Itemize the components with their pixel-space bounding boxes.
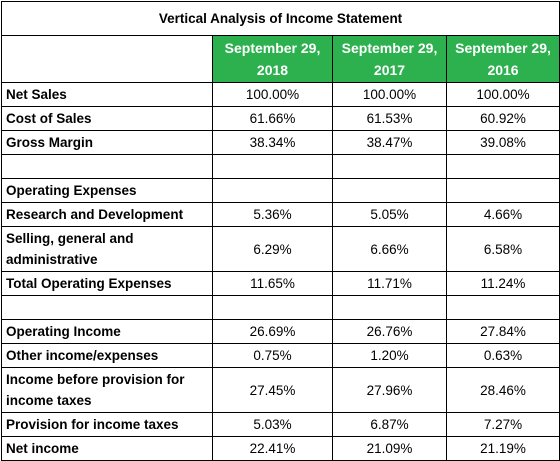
column-header: September 29, 2016: [445, 35, 560, 83]
data-row: Research and Development 5.36% 5.05% 4.66%: [1, 202, 560, 227]
value-cell: 5.05%: [332, 202, 447, 227]
value-cell: 61.66%: [212, 106, 333, 131]
value-cell: 0.75%: [212, 343, 333, 368]
value-cell: 100.00%: [212, 82, 333, 107]
value-cell: 5.36%: [212, 202, 333, 227]
empty-cell: [445, 154, 560, 179]
value-cell: 39.08%: [445, 130, 560, 155]
value-cell: 6.29%: [212, 226, 333, 272]
table-title: Vertical Analysis of Income Statement: [0, 1, 560, 36]
title-row: Vertical Analysis of Income Statement: [0, 1, 560, 36]
value-cell: 61.53%: [332, 106, 447, 131]
row-label: Net income: [1, 436, 213, 461]
value-cell: 4.66%: [445, 202, 560, 227]
row-label: Research and Development: [1, 202, 213, 227]
value-cell: 100.00%: [445, 82, 560, 107]
column-header: September 29, 2018: [212, 35, 333, 83]
row-label: Operating Income: [1, 319, 213, 344]
value-cell: 28.46%: [445, 367, 560, 413]
empty-cell: [212, 295, 333, 320]
data-row: Total Operating Expenses 11.65% 11.71% 11.2…: [1, 271, 560, 296]
row-label: Other income/expenses: [1, 343, 213, 368]
data-row: Gross Margin 38.34% 38.47% 39.08%: [1, 130, 560, 155]
column-header: September 29, 2017: [332, 35, 447, 83]
value-cell: 38.34%: [212, 130, 333, 155]
value-cell: 6.66%: [332, 226, 447, 272]
data-row: Net Sales 100.00% 100.00% 100.00%: [1, 82, 560, 107]
value-cell: 7.27%: [445, 412, 560, 437]
data-row: Operating Expenses: [1, 178, 560, 203]
data-row: Selling, general and administrative 6.29%…: [1, 226, 560, 272]
value-cell: 21.09%: [332, 436, 447, 461]
data-row: Net income 22.41% 21.09% 21.19%: [1, 436, 560, 461]
row-label: Net Sales: [1, 82, 213, 107]
empty-cell: [332, 154, 447, 179]
row-label: Cost of Sales: [1, 106, 213, 131]
data-row: Cost of Sales 61.66% 61.53% 60.92%: [1, 106, 560, 131]
spacer-row: [1, 295, 560, 320]
empty-cell: [1, 154, 213, 179]
row-label: Operating Expenses: [1, 178, 213, 203]
header-row: September 29, 2018 September 29, 2017 Sept…: [1, 35, 560, 83]
empty-cell: [445, 295, 560, 320]
row-label: Total Operating Expenses: [1, 271, 213, 296]
value-cell: 11.24%: [445, 271, 560, 296]
spacer-row: [1, 154, 560, 179]
value-cell: 6.58%: [445, 226, 560, 272]
data-row: Operating Income 26.69% 26.76% 27.84%: [1, 319, 560, 344]
value-cell: 11.65%: [212, 271, 333, 296]
value-cell: 27.84%: [445, 319, 560, 344]
header-blank: [1, 35, 213, 83]
value-cell: 27.96%: [332, 367, 447, 413]
value-cell: 60.92%: [445, 106, 560, 131]
empty-cell: [445, 178, 560, 203]
empty-cell: [212, 178, 333, 203]
data-row: Income before provision for income taxes…: [1, 367, 560, 413]
value-cell: 22.41%: [212, 436, 333, 461]
value-cell: 5.03%: [212, 412, 333, 437]
row-label: Selling, general and administrative: [1, 226, 213, 272]
value-cell: 27.45%: [212, 367, 333, 413]
value-cell: 38.47%: [332, 130, 447, 155]
value-cell: 26.76%: [332, 319, 447, 344]
value-cell: 100.00%: [332, 82, 447, 107]
row-label: Provision for income taxes: [1, 412, 213, 437]
value-cell: 26.69%: [212, 319, 333, 344]
value-cell: 1.20%: [332, 343, 447, 368]
row-label: Gross Margin: [1, 130, 213, 155]
value-cell: 21.19%: [445, 436, 560, 461]
empty-cell: [1, 295, 213, 320]
data-row: Provision for income taxes 5.03% 6.87% 7.27…: [1, 412, 560, 437]
value-cell: 11.71%: [332, 271, 447, 296]
value-cell: 0.63%: [445, 343, 560, 368]
empty-cell: [212, 154, 333, 179]
value-cell: 6.87%: [332, 412, 447, 437]
row-label: Income before provision for income taxes: [1, 367, 213, 413]
empty-cell: [332, 295, 447, 320]
data-row: Other income/expenses 0.75% 1.20% 0.63%: [1, 343, 560, 368]
empty-cell: [332, 178, 447, 203]
